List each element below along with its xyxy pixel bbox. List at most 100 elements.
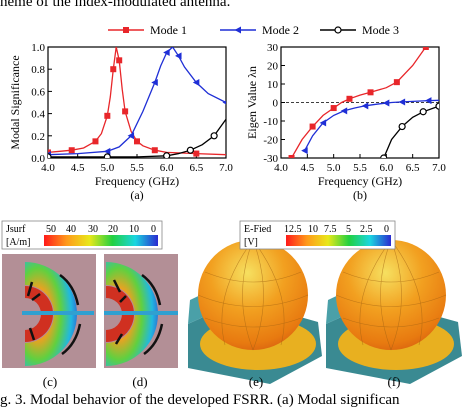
data-point: [435, 102, 439, 110]
panel-c-scale-tick: 10: [129, 224, 139, 235]
panel-e-scale-bar: [286, 235, 391, 246]
data-point: [330, 105, 337, 112]
data-point: [127, 132, 135, 140]
data-point: [68, 147, 75, 154]
panel-c-current-arrows: [26, 273, 82, 356]
panel-e-scale-unit: [V]: [244, 237, 258, 248]
y-tick-label: 0: [273, 98, 279, 110]
data-point: [186, 146, 194, 154]
y-tick-label: 0.4: [31, 109, 45, 121]
y-tick-label: 30: [267, 42, 279, 54]
panel-c-scale-bar: [44, 235, 158, 246]
data-point: [419, 108, 427, 116]
data-point: [382, 99, 390, 107]
data-point: [393, 79, 400, 86]
x-tick-label: 7.0: [432, 162, 446, 174]
x-tick-label: 4.0: [41, 162, 55, 174]
panel-f-main-lobe: [336, 240, 446, 350]
panel-c-scale-unit: [A/m]: [6, 237, 30, 248]
panel-f-label: (f): [388, 374, 401, 389]
panel-d-current: [104, 254, 178, 368]
y-tick-label: 1.0: [31, 42, 45, 54]
y-tick-label: -30: [263, 153, 278, 165]
y-tick-label: 0.6: [31, 86, 45, 98]
data-point: [346, 95, 353, 102]
x-tick-label: 4.5: [300, 162, 314, 174]
panel-c-scale-title: Jsurf: [6, 224, 26, 235]
x-tick-label: 5.5: [353, 162, 367, 174]
data-point: [367, 89, 374, 96]
data-point: [163, 49, 170, 57]
panel-e-label: (e): [249, 374, 263, 389]
x-tick-label: 5.5: [130, 162, 144, 174]
chart-a-modal-significance: 4.0 4.5 5.0 5.5 6.0 6.5 7.0 0.0 0.2 0.4 0.6 0.8 1.0 F…: [8, 42, 233, 202]
panel-e-radiation-pattern: [188, 239, 322, 384]
panel-c-feed-line: [22, 311, 94, 315]
panel-label: (a): [130, 188, 143, 202]
panel-label: (b): [353, 188, 367, 202]
y-tick-label: 10: [267, 79, 279, 91]
x-tick-label: 4.0: [274, 162, 288, 174]
data-point: [116, 57, 123, 64]
data-point: [319, 119, 327, 127]
y-tick-label: 0.8: [31, 64, 45, 76]
y-tick-label: 0.2: [31, 131, 45, 143]
legend-label: Mode 2: [262, 23, 299, 37]
x-tick-label: 6.0: [379, 162, 393, 174]
y-tick-label: -20: [263, 135, 278, 147]
legend-label: Mode 3: [362, 23, 399, 37]
data-point: [134, 138, 140, 145]
plot-frame: [280, 46, 440, 159]
series-line-3: [383, 105, 439, 158]
data-point: [210, 132, 218, 140]
panel-e-scale-tick: 5: [346, 224, 351, 235]
data-point: [110, 66, 117, 73]
panel-c-color-scale: Jsurf [A/m] 50 40 30 20 10 0: [1, 220, 163, 250]
panel-c-ring-outer: [25, 262, 77, 366]
panel-c-scale-tick: 20: [108, 224, 118, 235]
legend-marker: [334, 26, 342, 34]
data-point: [301, 147, 308, 155]
legend-item-3: Mode 3: [320, 23, 399, 37]
panel-d-current-arrows: [112, 273, 164, 356]
data-point: [163, 152, 171, 158]
panel-e-scale-tick: 10: [308, 224, 318, 235]
x-axis-label: Frequency (GHz): [95, 174, 179, 188]
panel-e-scale-tick: 12.5: [284, 224, 302, 235]
panel-e-scale-title: E-Fied: [244, 224, 271, 235]
legend-label: Mode 1: [150, 23, 187, 37]
panel-e-color-scale: E-Fied [V] 12.5 10 7.5 5 2.5 0: [239, 220, 396, 250]
data-point: [398, 122, 406, 131]
chart-b-eigen-value: 4.0 4.5 5.0 5.5 6.0 6.5 7.0 -30 -20 -10 0 10 20 30 Fre…: [245, 42, 446, 202]
data-point: [288, 155, 295, 158]
panel-f-radiation-pattern: [326, 239, 462, 384]
data-point: [398, 98, 406, 106]
header-text-fragment: heme of the index-modulated antenna.: [0, 0, 231, 10]
panel-c-current: [2, 254, 96, 368]
data-point: [380, 154, 388, 158]
y-tick-label: 0.0: [31, 153, 45, 165]
data-point: [192, 79, 200, 87]
data-point: [340, 107, 348, 115]
panel-e-scale-tick: 0: [384, 224, 389, 235]
legend-marker: [234, 26, 241, 34]
panel-c-label: (c): [43, 374, 57, 389]
data-point: [103, 147, 111, 155]
data-point: [103, 153, 111, 158]
x-tick-label: 4.5: [71, 162, 85, 174]
x-tick-label: 6.5: [189, 162, 203, 174]
data-point: [151, 147, 158, 154]
y-axis-label: Eigen Value λn: [245, 66, 259, 139]
x-axis-label: Frequency (GHz): [318, 174, 402, 188]
data-point: [424, 97, 432, 105]
x-tick-label: 5.0: [327, 162, 341, 174]
panel-c-ring-inner: [25, 286, 53, 342]
panel-c-scale-tick: 50: [46, 224, 56, 235]
legend-marker: [123, 27, 129, 33]
panel-e-scale-tick: 2.5: [360, 224, 373, 235]
data-point: [309, 123, 316, 130]
data-point: [48, 153, 52, 158]
data-point: [151, 79, 158, 87]
chart-legend: Mode 1 Mode 2 Mode 3: [108, 23, 399, 37]
